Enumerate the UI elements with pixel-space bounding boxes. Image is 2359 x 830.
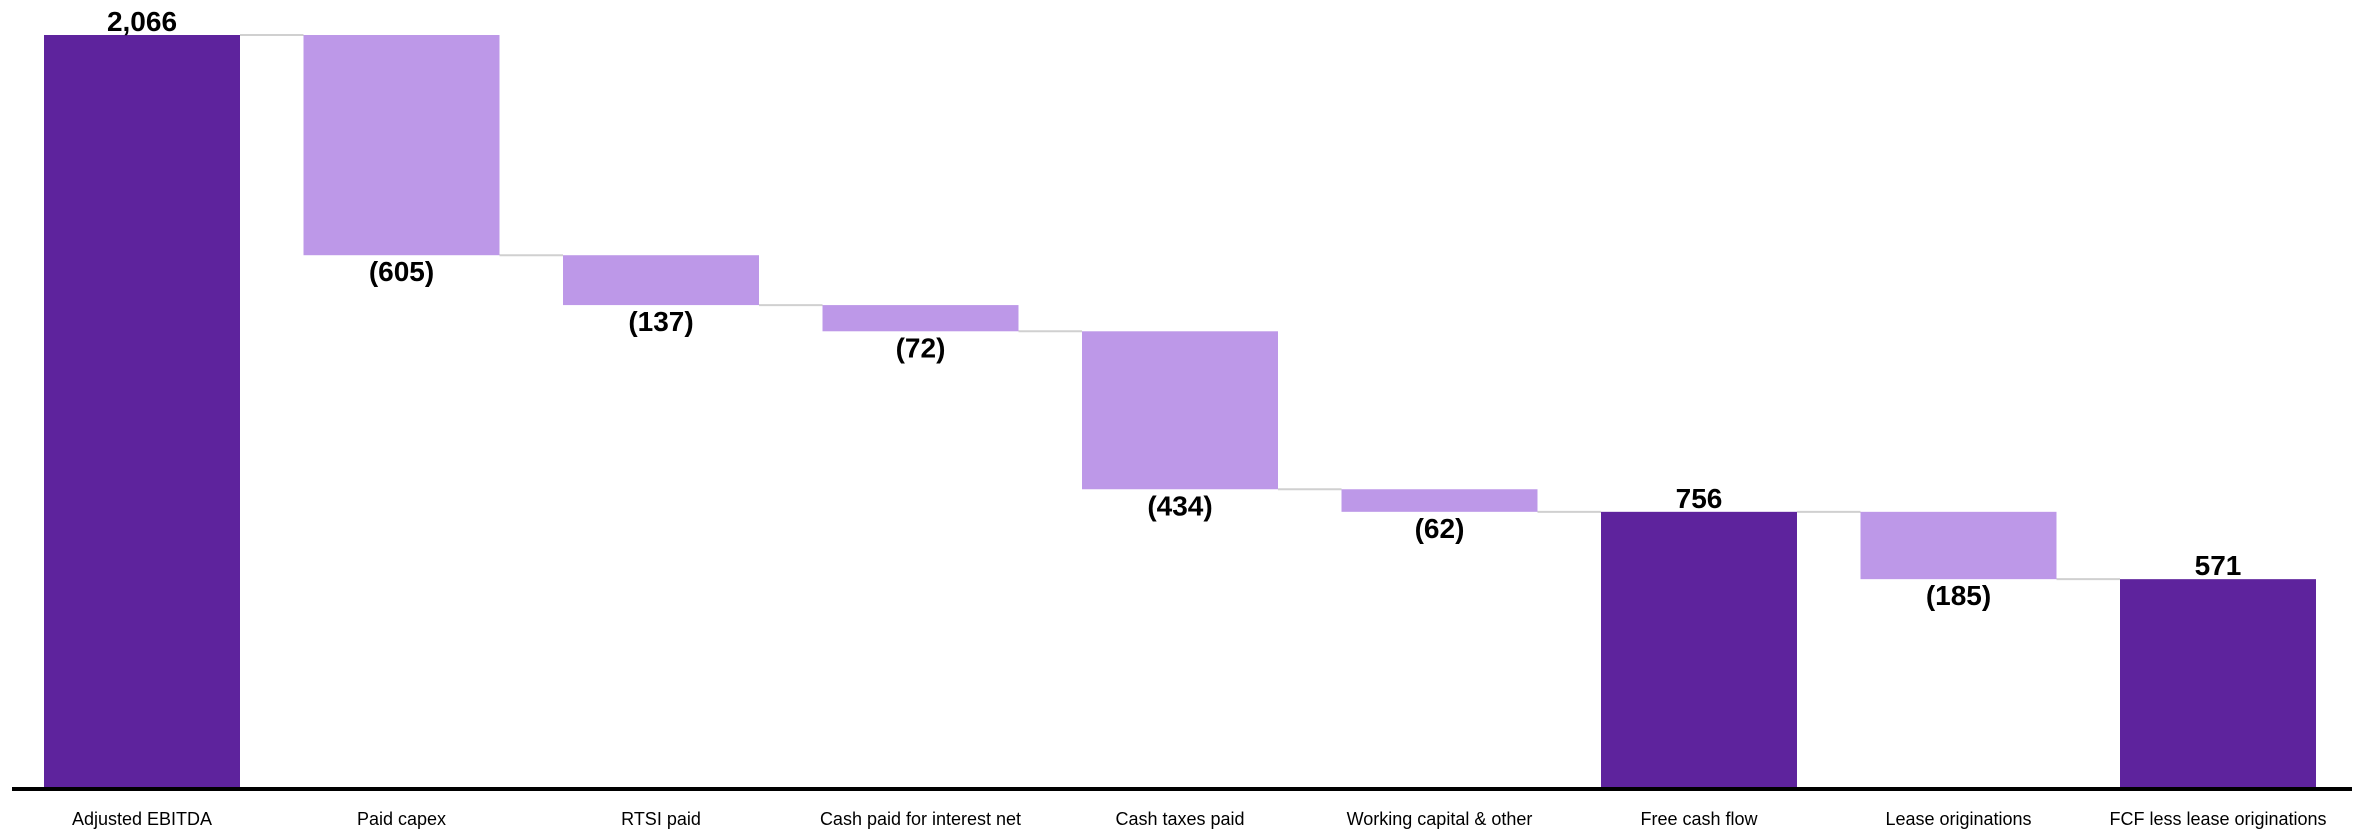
category-label: Lease originations <box>1885 809 2031 829</box>
category-label: Cash paid for interest net <box>820 809 1021 829</box>
category-label: RTSI paid <box>621 809 701 829</box>
value-label: (62) <box>1415 513 1465 544</box>
category-label: Paid capex <box>357 809 446 829</box>
bar-cash-taxes-paid <box>1082 331 1278 490</box>
value-label: 756 <box>1676 483 1723 514</box>
bars <box>44 35 2316 787</box>
category-label: Adjusted EBITDA <box>72 809 212 829</box>
category-label: FCF less lease originations <box>2109 809 2326 829</box>
bar-free-cash-flow <box>1601 511 1797 787</box>
bar-cash-paid-for-interest-net <box>822 305 1019 332</box>
value-label: (72) <box>896 332 946 363</box>
value-label: (185) <box>1926 580 1991 611</box>
value-label: (605) <box>369 256 434 287</box>
bar-paid-capex <box>303 35 500 256</box>
value-label: 2,066 <box>107 6 177 37</box>
category-label: Free cash flow <box>1640 809 1758 829</box>
bar-rtsi-paid <box>563 255 759 306</box>
bar-adjusted-ebitda <box>44 35 240 787</box>
category-label: Cash taxes paid <box>1115 809 1244 829</box>
value-label: (137) <box>628 306 693 337</box>
connector-lines <box>240 34 2120 581</box>
bar-working-capital-other <box>1341 489 1538 512</box>
category-label: Working capital & other <box>1347 809 1533 829</box>
value-labels: 2,066 (605) (137) (72) (434) (62) 756 (185) 571 <box>107 6 2241 611</box>
value-label: 571 <box>2195 550 2242 581</box>
bar-lease-originations <box>1860 511 2057 580</box>
category-labels: Adjusted EBITDA Paid capex RTSI paid Cash p… <box>72 809 2327 829</box>
bar-fcf-less-lease-originations <box>2120 579 2316 787</box>
value-label: (434) <box>1147 490 1212 521</box>
